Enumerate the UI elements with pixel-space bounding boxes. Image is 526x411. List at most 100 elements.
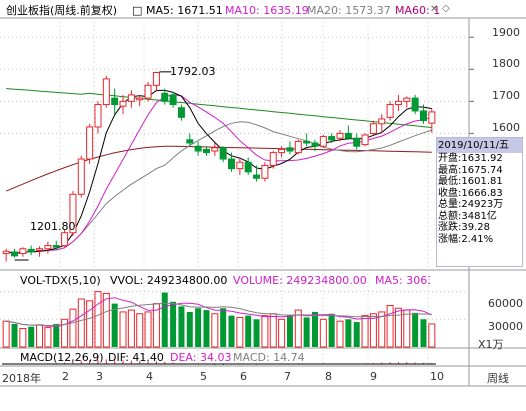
candle-body-up bbox=[211, 147, 219, 152]
candle-body-down bbox=[311, 142, 319, 147]
candle-body-down bbox=[11, 251, 19, 257]
info-date: 2019/10/11/五 bbox=[437, 138, 522, 153]
candle-body-up bbox=[403, 97, 411, 102]
volume-ma5: MA5: 306384384.0 bbox=[375, 274, 430, 287]
volume-bar-up bbox=[19, 328, 27, 348]
candle-body-up bbox=[61, 232, 69, 247]
candle-body-up bbox=[428, 111, 436, 124]
candle-body-down bbox=[202, 148, 210, 154]
volume-bar-down bbox=[111, 303, 118, 347]
price-axis-label: 1800 bbox=[492, 57, 520, 70]
candle-body-down bbox=[228, 158, 236, 170]
period-label[interactable]: 周线 bbox=[487, 372, 509, 385]
candle-body-up bbox=[136, 97, 144, 101]
candle-body-down bbox=[177, 107, 185, 118]
candle-body-up bbox=[19, 248, 27, 255]
volume-bar-up bbox=[36, 324, 44, 348]
time-axis-label: 4 bbox=[146, 370, 153, 383]
candle-body-down bbox=[344, 132, 352, 139]
candle-body-up bbox=[127, 94, 135, 102]
candle-body-up bbox=[86, 126, 94, 160]
candle-body-down bbox=[52, 245, 60, 248]
volume-bar-up bbox=[69, 308, 77, 348]
volume-bar-up bbox=[77, 298, 85, 348]
volume-bar-up bbox=[269, 313, 277, 348]
info-change: 涨跌:39.28 bbox=[438, 222, 490, 233]
volume-ma5-line bbox=[6, 297, 433, 327]
candle-body-up bbox=[152, 71, 160, 86]
volume-bar-up bbox=[336, 320, 344, 348]
candle-body-down bbox=[219, 147, 227, 160]
volume-bar-up bbox=[278, 318, 286, 348]
candle-body-down bbox=[27, 248, 35, 253]
volume-bar-up bbox=[61, 318, 69, 348]
candle-body-up bbox=[236, 161, 244, 170]
candle-body-up bbox=[394, 100, 402, 106]
info-volume: 总量:24923万 bbox=[438, 199, 504, 210]
candle-body-down bbox=[194, 145, 202, 152]
close-icon[interactable]: ✕ bbox=[430, 4, 439, 15]
time-axis-label: 8 bbox=[325, 370, 332, 383]
candle-body-down bbox=[419, 110, 427, 122]
candle-body-up bbox=[44, 245, 52, 250]
volume-bar-down bbox=[161, 292, 168, 347]
info-change-pct: 涨幅:2.41% bbox=[438, 233, 494, 245]
legend-ma10: MA10: 1635.19 bbox=[225, 4, 309, 17]
ma10-line bbox=[6, 94, 432, 255]
volume-bar-down bbox=[311, 311, 318, 347]
volume-ma10-line bbox=[6, 302, 432, 327]
volume-bar-up bbox=[102, 292, 110, 348]
volume-bar-down bbox=[53, 323, 60, 347]
candle-body-up bbox=[77, 158, 85, 195]
volume-indicator-label[interactable]: VOL-TDX(5,10) bbox=[20, 274, 101, 287]
price-axis-label: 1900 bbox=[492, 26, 520, 39]
volume-bar-up bbox=[2, 320, 10, 348]
volume-bar-up bbox=[369, 313, 377, 348]
macd-dif: DIF: 41.40 bbox=[108, 351, 164, 364]
volume-axis-label: 30000 bbox=[488, 320, 523, 333]
macd-indicator-label[interactable]: MACD(12,26,9) bbox=[20, 351, 104, 364]
candle-body-up bbox=[378, 118, 386, 125]
time-axis-label: 2 bbox=[62, 370, 69, 383]
candle-body-down bbox=[111, 97, 119, 106]
info-low: 最低:1601.81 bbox=[438, 176, 503, 187]
candle-body-up bbox=[361, 134, 369, 146]
volume-bar-down bbox=[303, 317, 310, 347]
candle-body-down bbox=[411, 97, 419, 112]
time-axis-label: 3 bbox=[96, 370, 103, 383]
chart-title: 创业板指(周线.前复权) bbox=[6, 4, 118, 17]
volume-bar-down bbox=[170, 301, 177, 347]
candle-body-up bbox=[294, 140, 302, 154]
volume-bar-down bbox=[286, 314, 293, 347]
legend-ma5: MA5: 1671.51 bbox=[146, 4, 223, 17]
volume-bar-down bbox=[203, 310, 210, 347]
volume-axis-label: 60000 bbox=[488, 297, 523, 310]
candle-body-down bbox=[186, 139, 194, 144]
volume-bar-down bbox=[186, 311, 193, 347]
candle-body-down bbox=[286, 147, 294, 152]
volume-bar-down bbox=[11, 323, 18, 347]
volume-bar-up bbox=[403, 309, 411, 348]
volume-bar-up bbox=[361, 315, 369, 348]
ma5-line bbox=[6, 89, 432, 255]
info-amount: 总额:3481亿 bbox=[438, 210, 497, 222]
volume-bar-up bbox=[127, 309, 135, 348]
time-axis-label: 10 bbox=[430, 370, 444, 383]
volume-volume: VOLUME: 249234800.00 bbox=[233, 274, 367, 287]
ma60-line bbox=[6, 88, 432, 128]
time-axis-label: 7 bbox=[284, 370, 291, 383]
candle-body-up bbox=[336, 132, 344, 139]
volume-bar-up bbox=[428, 323, 436, 348]
candle-body-up bbox=[119, 100, 127, 107]
volume-bar-down bbox=[420, 319, 427, 347]
volume-bar-down bbox=[245, 315, 252, 347]
volume-bar-up bbox=[144, 311, 152, 348]
time-axis-label: 5 bbox=[200, 370, 207, 383]
volume-bar-down bbox=[220, 308, 227, 347]
volume-bar-up bbox=[386, 304, 394, 348]
volume-bar-up bbox=[319, 318, 327, 348]
settings-diamond-icon[interactable]: ◇ bbox=[442, 3, 450, 14]
volume-bar-up bbox=[294, 309, 302, 348]
volume-bar-up bbox=[236, 316, 244, 348]
